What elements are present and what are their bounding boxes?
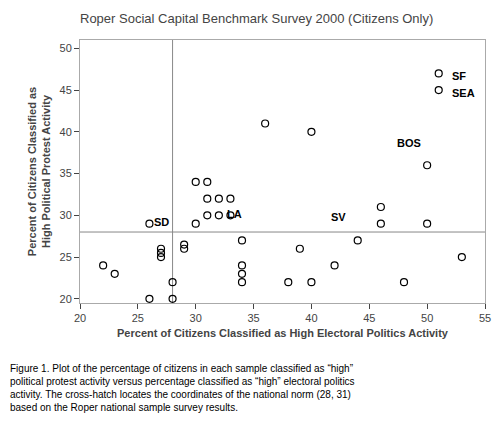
svg-text:Percent of Citizens Classified: Percent of Citizens Classified as High E… (117, 327, 449, 339)
svg-text:LA: LA (227, 208, 242, 220)
svg-text:35: 35 (60, 167, 72, 179)
svg-text:20: 20 (60, 293, 72, 305)
svg-text:40: 40 (60, 126, 72, 138)
svg-text:50: 50 (60, 42, 72, 54)
svg-text:35: 35 (247, 312, 259, 324)
svg-text:SD: SD (154, 216, 169, 228)
svg-text:30: 30 (60, 209, 72, 221)
svg-text:50: 50 (421, 312, 433, 324)
svg-text:40: 40 (305, 312, 317, 324)
svg-text:BOS: BOS (397, 137, 421, 149)
svg-text:30: 30 (190, 312, 202, 324)
svg-text:SV: SV (331, 211, 346, 223)
svg-text:45: 45 (363, 312, 375, 324)
svg-text:25: 25 (132, 312, 144, 324)
svg-text:Figure 1. Plot of the percenta: Figure 1. Plot of the percentage of citi… (10, 363, 355, 413)
svg-text:Roper Social Capital Benchmark: Roper Social Capital Benchmark Survey 20… (80, 11, 433, 26)
svg-text:55: 55 (479, 312, 491, 324)
svg-text:SF: SF (452, 70, 466, 82)
svg-text:SEA: SEA (452, 87, 475, 99)
svg-text:45: 45 (60, 84, 72, 96)
svg-text:20: 20 (74, 312, 86, 324)
svg-text:Percent of Citizens Classified: Percent of Citizens Classified asHigh Po… (26, 87, 52, 256)
svg-text:25: 25 (60, 251, 72, 263)
